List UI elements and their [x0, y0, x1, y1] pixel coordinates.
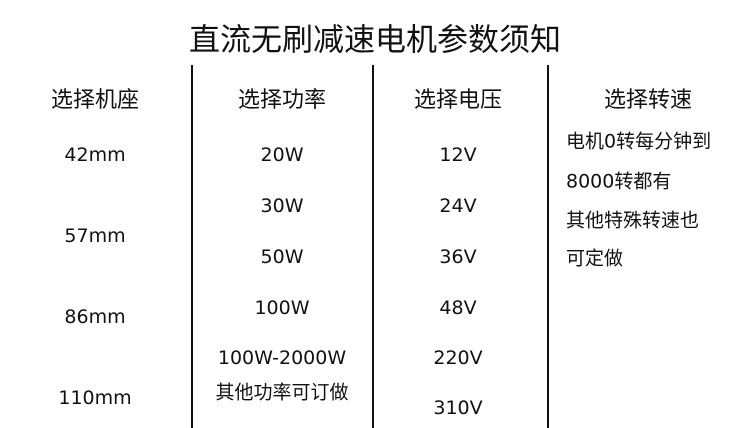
- column-divider: [547, 65, 549, 428]
- header-speed: 选择转速: [603, 88, 693, 113]
- power-item: 100W: [254, 297, 310, 319]
- power-item: 20W: [260, 144, 304, 166]
- voltage-item: 220V: [433, 347, 483, 369]
- header-frame-size: 选择机座: [50, 88, 140, 113]
- speed-note-line: 其他特殊转速也: [566, 209, 700, 232]
- power-item: 30W: [260, 195, 304, 217]
- frame-size-item: 42mm: [64, 144, 126, 166]
- speed-note-line: 电机0转每分钟到: [566, 130, 712, 153]
- power-item: 100W-2000W: [217, 347, 347, 369]
- header-voltage: 选择电压: [413, 88, 503, 113]
- power-item: 其他功率可订做: [215, 381, 349, 404]
- page-title: 直流无刷减速电机参数须知: [189, 22, 561, 59]
- voltage-item: 24V: [439, 195, 477, 217]
- column-divider: [372, 65, 374, 428]
- frame-size-item: 110mm: [58, 387, 132, 409]
- voltage-item: 36V: [439, 246, 477, 268]
- column-divider: [191, 65, 193, 428]
- speed-note-line: 可定做: [566, 247, 624, 270]
- voltage-item: 12V: [439, 144, 477, 166]
- header-power: 选择功率: [237, 88, 327, 113]
- frame-size-item: 86mm: [64, 306, 126, 328]
- voltage-item: 48V: [439, 297, 477, 319]
- speed-note-line: 8000转都有: [566, 170, 672, 193]
- power-item: 50W: [260, 246, 304, 268]
- frame-size-item: 57mm: [64, 225, 126, 247]
- voltage-item: 310V: [433, 397, 483, 419]
